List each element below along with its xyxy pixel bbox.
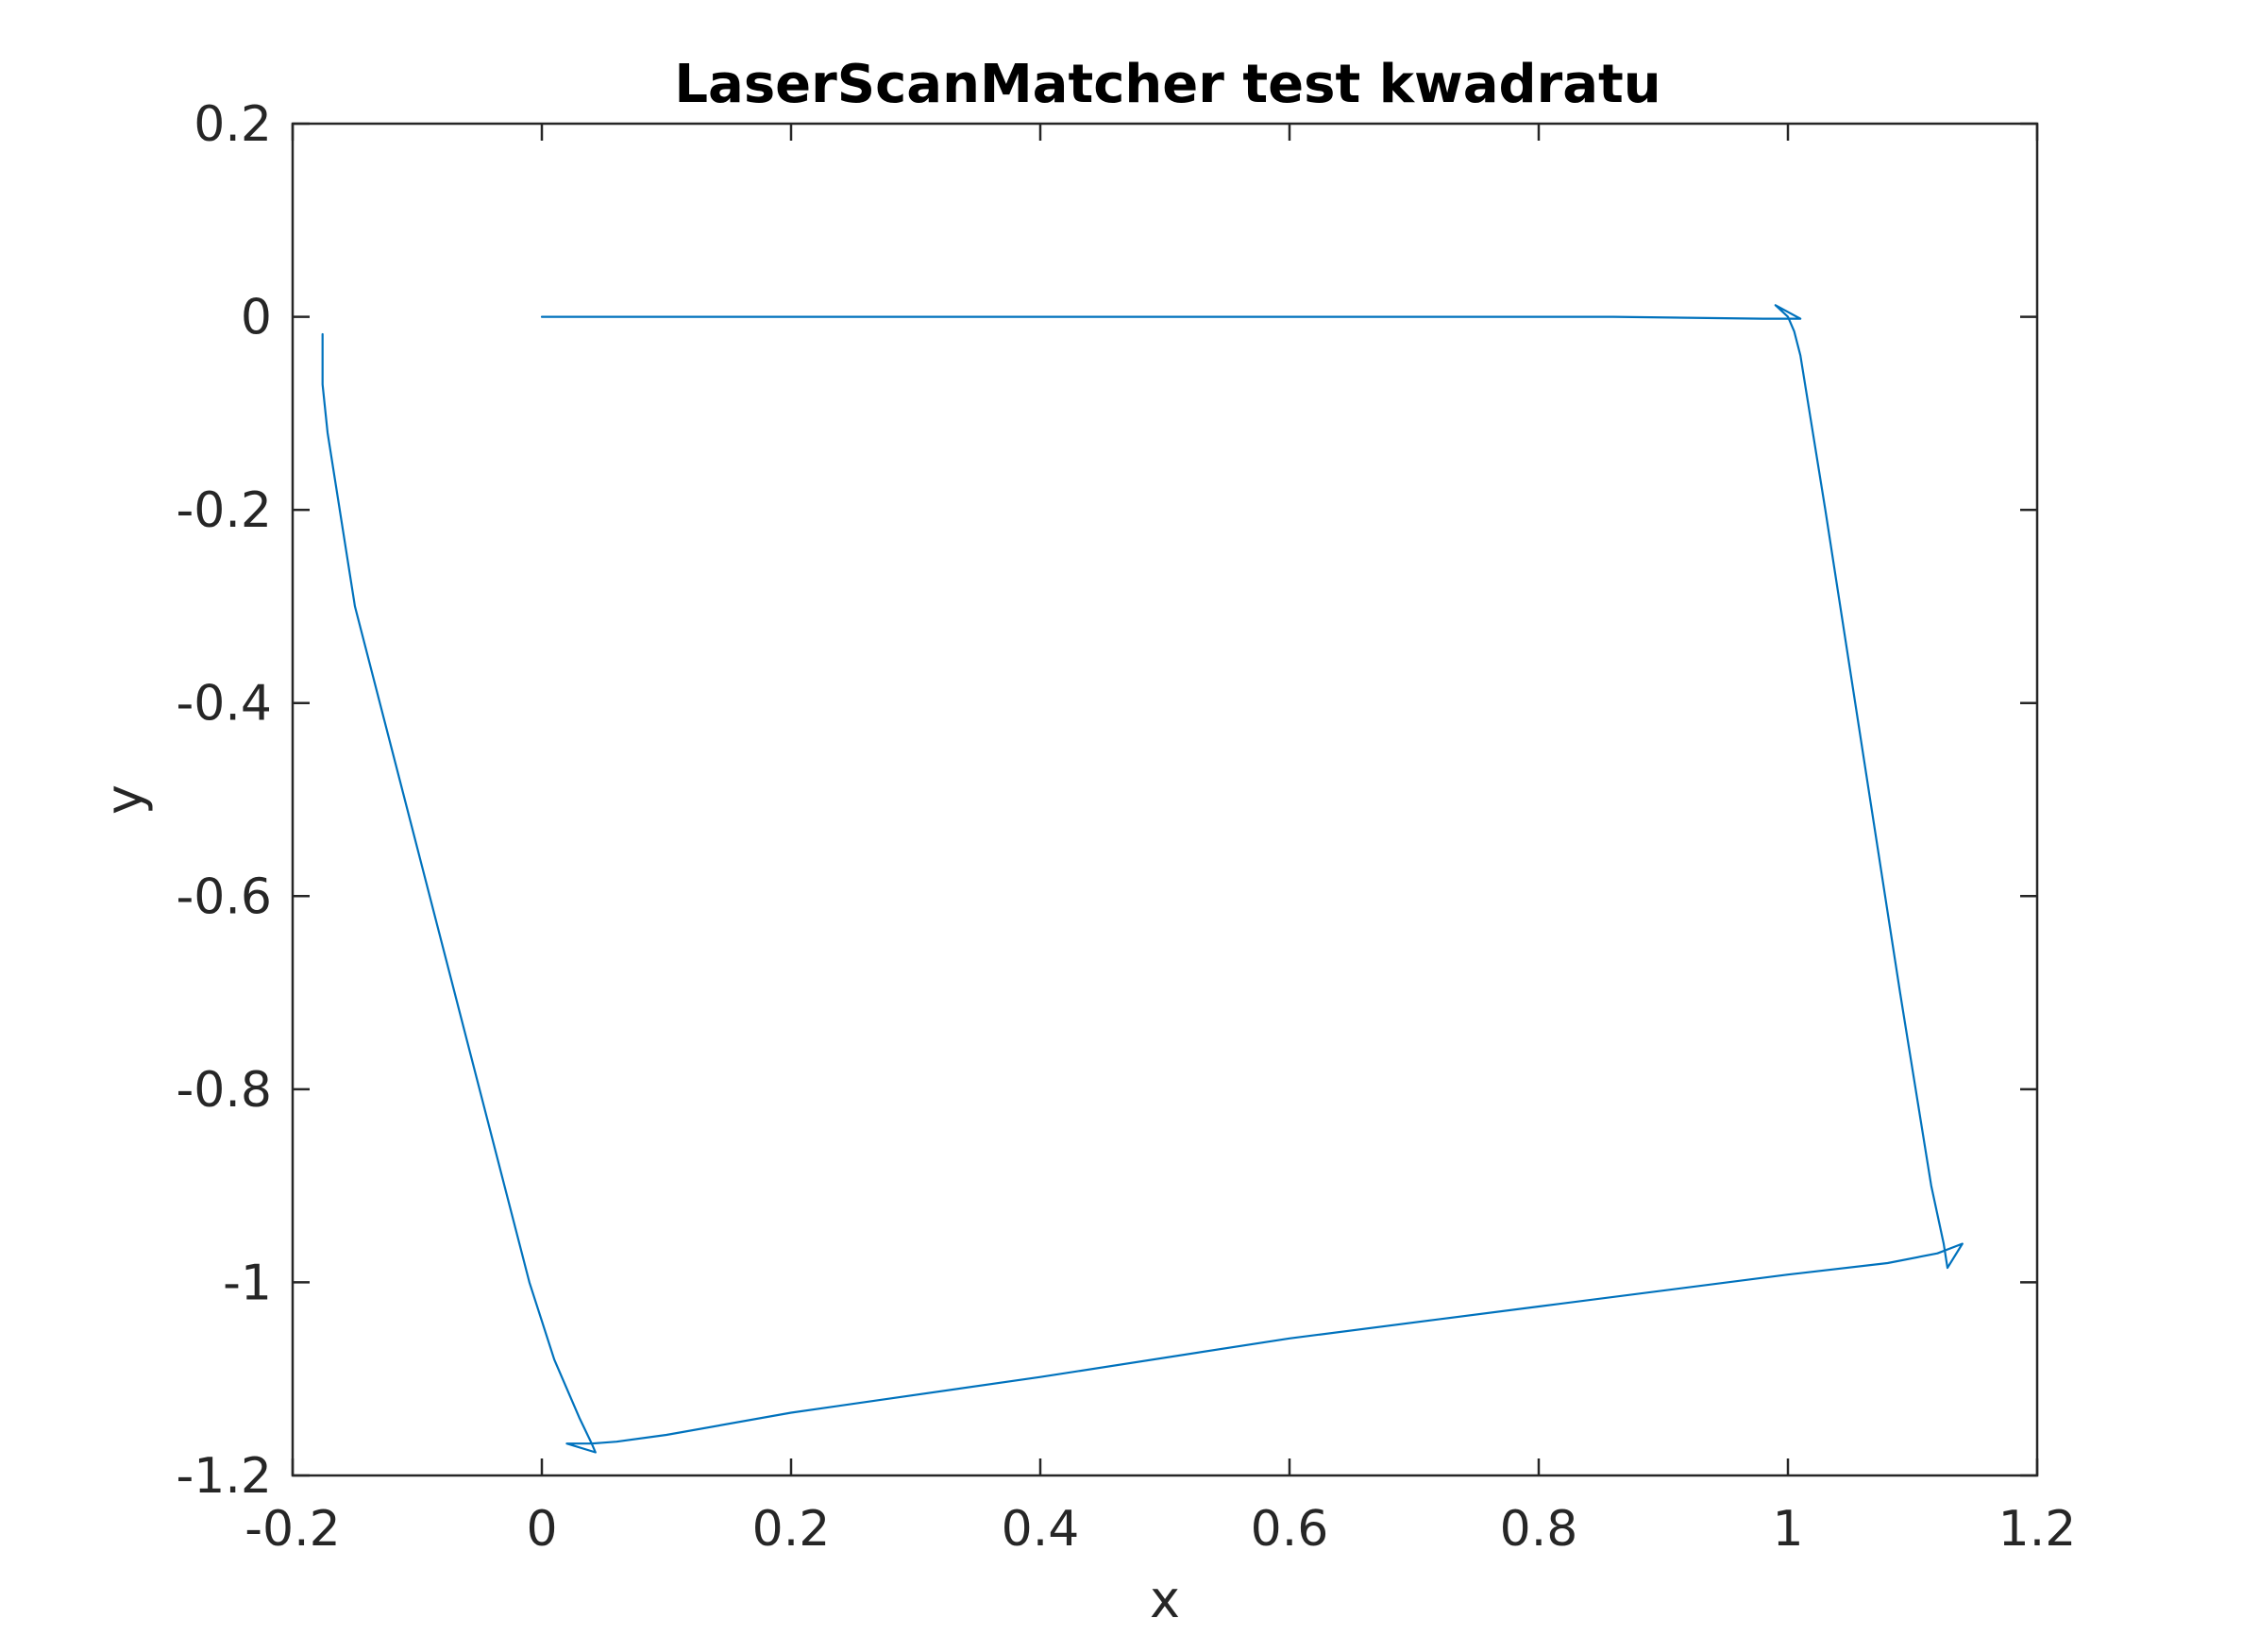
x-tick-labels: -0.2 0 0.2 0.4 0.6 0.8 1 1.2 (244, 1501, 2076, 1558)
x-tick-label: 0 (526, 1501, 557, 1558)
y-axis-label: y (94, 784, 154, 815)
x-tick-label: 0.2 (752, 1501, 831, 1558)
y-tick-label: -1 (223, 1255, 272, 1311)
x-tick-label: 0.6 (1251, 1501, 1329, 1558)
y-tick-labels: 0.2 0 -0.2 -0.4 -0.6 -0.8 -1 -1.2 (177, 96, 272, 1505)
y-tick-label: 0 (241, 290, 272, 346)
x-tick-label: 1 (1772, 1501, 1803, 1558)
series-line-trajectory (321, 304, 1964, 1454)
y-tick-label: -0.6 (177, 868, 272, 925)
x-axis-label: x (1150, 1570, 1180, 1629)
x-tick-label: 1.2 (1998, 1501, 2077, 1558)
ticks-group (291, 122, 2039, 1477)
plot-area (291, 122, 2039, 1477)
y-tick-label: -0.4 (177, 676, 272, 733)
y-tick-label: -0.8 (177, 1062, 272, 1119)
x-tick-label: -0.2 (244, 1501, 340, 1558)
x-tick-label: 0.4 (1002, 1501, 1080, 1558)
y-tick-label: 0.2 (194, 96, 272, 153)
chart-title: LaserScanMatcher test kwadratu (674, 54, 1660, 115)
y-tick-label: -1.2 (177, 1448, 272, 1505)
x-tick-label: 0.8 (1500, 1501, 1578, 1558)
y-tick-label: -0.2 (177, 482, 272, 539)
